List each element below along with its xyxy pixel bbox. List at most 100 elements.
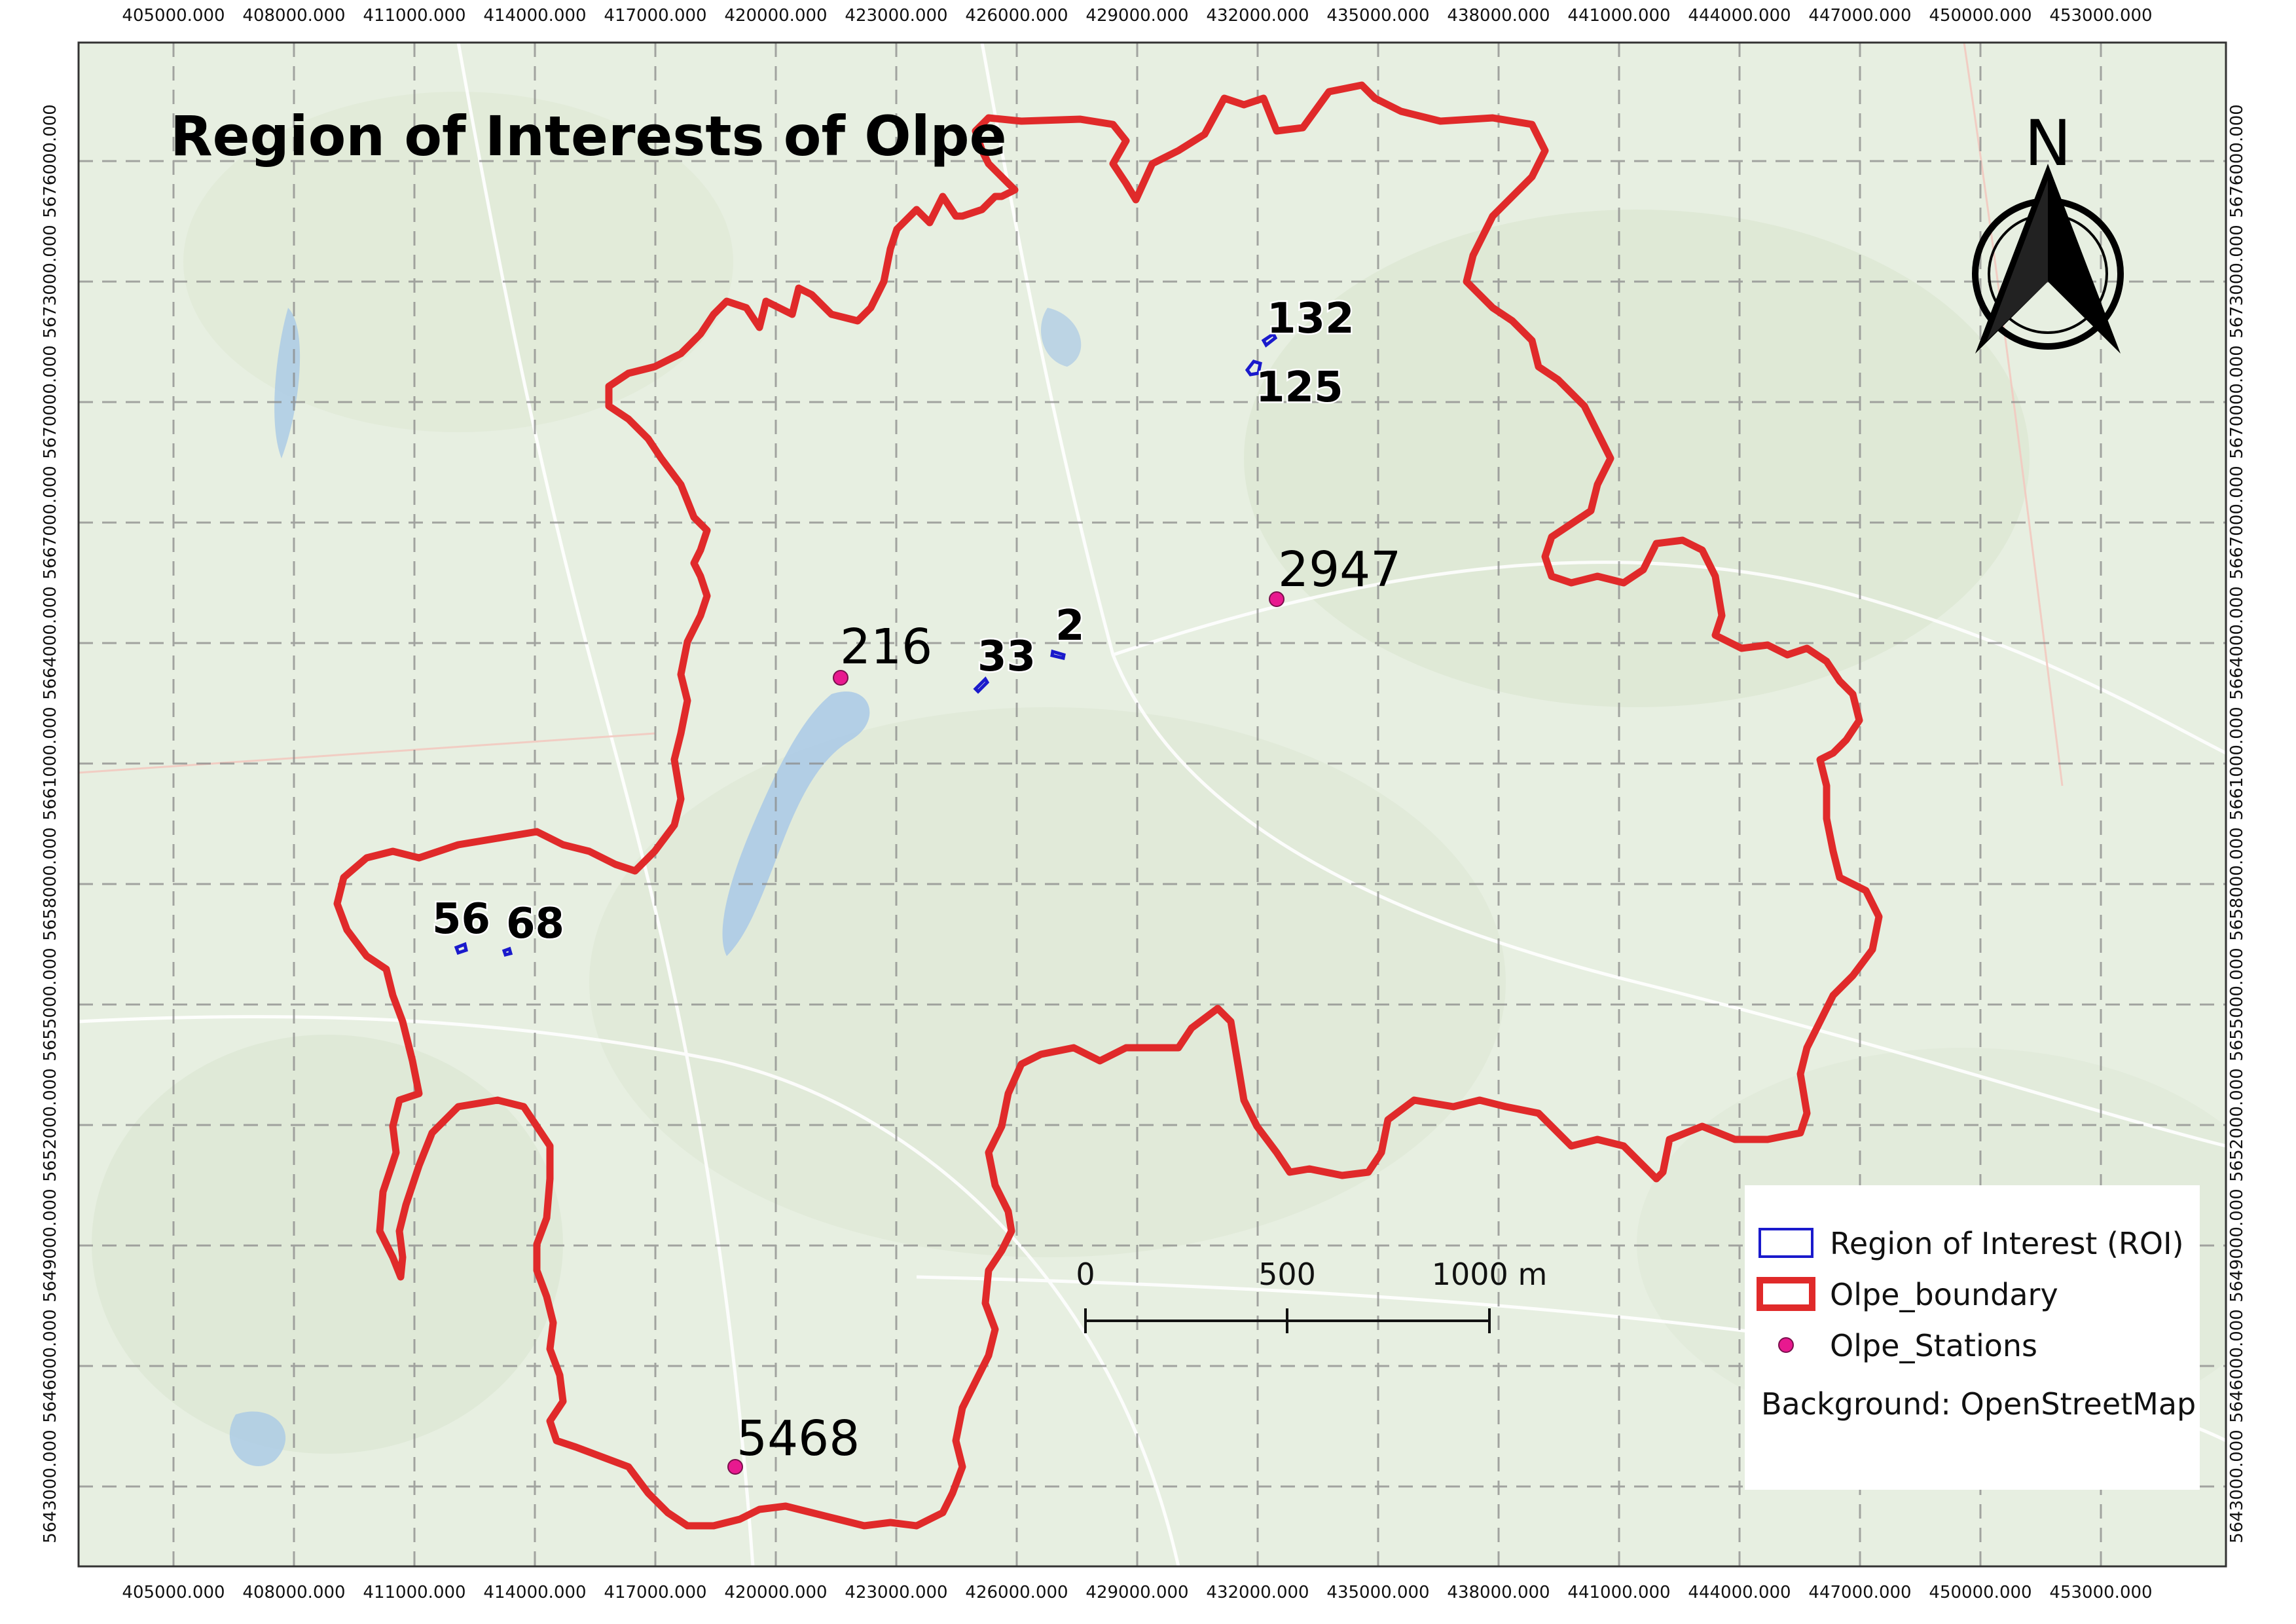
- y-tick-label: 5673000.000: [2227, 225, 2247, 339]
- y-axis-right: 5643000.000 5646000.000 5649000.000 5652…: [2227, 104, 2247, 1543]
- roi-label-68: 68: [506, 900, 564, 948]
- scale-label: 1000 m: [1432, 1257, 1548, 1292]
- y-tick-label: 5649000.000: [41, 1189, 60, 1302]
- y-tick-label: 5673000.000: [41, 225, 60, 339]
- roi-label-56: 56: [432, 895, 490, 944]
- y-tick-label: 5649000.000: [2227, 1189, 2247, 1302]
- roi-label-2: 2: [1055, 602, 1085, 650]
- x-tick-label: 426000.000: [965, 6, 1068, 26]
- legend-stations-label: Olpe_Stations: [1830, 1328, 2037, 1363]
- x-tick-label: 417000.000: [604, 6, 706, 26]
- y-tick-label: 5655000.000: [2227, 948, 2247, 1061]
- x-tick-label: 429000.000: [1085, 6, 1188, 26]
- x-tick-label: 444000.000: [1688, 6, 1791, 26]
- y-tick-label: 5658000.000: [2227, 827, 2247, 941]
- roi-label-125: 125: [1256, 363, 1343, 412]
- x-tick-label: 414000.000: [483, 1583, 586, 1602]
- y-tick-label: 5646000.000: [2227, 1309, 2247, 1423]
- roi-68: [501, 946, 513, 957]
- x-tick-label: 414000.000: [483, 6, 586, 26]
- x-tick-label: 420000.000: [724, 1583, 827, 1602]
- olpe-boundary: [333, 81, 1883, 1530]
- x-tick-label: 444000.000: [1688, 1583, 1791, 1602]
- y-tick-label: 5661000.000: [2227, 707, 2247, 821]
- y-tick-label: 5670000.000: [41, 345, 60, 459]
- x-tick-label: 426000.000: [965, 1583, 1068, 1602]
- lake-shape: [722, 692, 870, 956]
- x-tick-label: 450000.000: [1929, 6, 2032, 26]
- x-tick-label: 441000.000: [1567, 6, 1670, 26]
- station-label: 5468: [737, 1411, 860, 1467]
- roi-33: [973, 676, 990, 694]
- stations: [727, 591, 1285, 1475]
- y-tick-label: 5658000.000: [41, 827, 60, 941]
- x-tick-label: 411000.000: [363, 6, 465, 26]
- x-tick-label: 423000.000: [845, 6, 947, 26]
- x-tick-label: 432000.000: [1206, 1583, 1309, 1602]
- graticule: [79, 43, 2226, 1566]
- x-tick-label: 411000.000: [363, 1583, 465, 1602]
- scale-bar: 0 500 1000 m: [1076, 1257, 1547, 1333]
- x-tick-label: 417000.000: [604, 1583, 706, 1602]
- roi-56: [454, 942, 468, 955]
- roi-label-132: 132: [1267, 295, 1355, 343]
- x-tick-label: 438000.000: [1447, 6, 1550, 26]
- legend-boundary-label: Olpe_boundary: [1830, 1277, 2058, 1312]
- roi-features: [454, 331, 1278, 957]
- x-tick-label: 447000.000: [1808, 1583, 1911, 1602]
- y-tick-label: 5676000.000: [2227, 104, 2247, 218]
- y-tick-label: 5643000.000: [2227, 1430, 2247, 1543]
- x-tick-label: 423000.000: [845, 1583, 947, 1602]
- x-tick-label: 453000.000: [2049, 6, 2152, 26]
- x-tick-label: 432000.000: [1206, 6, 1309, 26]
- x-tick-label: 405000.000: [122, 6, 225, 26]
- y-tick-label: 5655000.000: [41, 948, 60, 1061]
- y-tick-label: 5652000.000: [2227, 1068, 2247, 1182]
- y-tick-label: 5646000.000: [41, 1309, 60, 1423]
- map-frame: [77, 41, 2227, 1568]
- roi-125: [1245, 360, 1262, 377]
- station-marker: [727, 1459, 743, 1475]
- legend-roi-label: Region of Interest (ROI): [1830, 1226, 2184, 1261]
- north-arrow-icon: [1972, 164, 2124, 354]
- y-tick-label: 5667000.000: [41, 466, 60, 580]
- y-tick-label: 5664000.000: [2227, 586, 2247, 700]
- north-label: N: [2024, 107, 2071, 180]
- x-tick-label: 408000.000: [242, 1583, 345, 1602]
- legend-station-swatch: [1778, 1337, 1794, 1353]
- y-tick-label: 5670000.000: [2227, 345, 2247, 459]
- legend-boundary-swatch: [1757, 1277, 1815, 1311]
- station-label: 2947: [1278, 542, 1401, 598]
- x-axis-bottom: 405000.000 408000.000 411000.000 414000.…: [122, 1583, 2152, 1602]
- x-tick-label: 405000.000: [122, 1583, 225, 1602]
- roi-2: [1050, 649, 1066, 661]
- x-tick-label: 453000.000: [2049, 1583, 2152, 1602]
- station-marker: [1269, 591, 1285, 607]
- y-tick-label: 5643000.000: [41, 1430, 60, 1543]
- y-tick-label: 5676000.000: [41, 104, 60, 218]
- map-title: Region of Interests of Olpe: [170, 104, 1007, 168]
- legend: Region of Interest (ROI) Olpe_boundary O…: [1745, 1185, 2200, 1490]
- x-tick-label: 420000.000: [724, 6, 827, 26]
- station-label: 216: [840, 619, 932, 675]
- basemap: [79, 43, 2226, 1566]
- x-tick-label: 408000.000: [242, 6, 345, 26]
- x-tick-label: 435000.000: [1326, 6, 1429, 26]
- y-tick-label: 5664000.000: [41, 586, 60, 700]
- x-tick-label: 435000.000: [1326, 1583, 1429, 1602]
- roi-label-33: 33: [977, 633, 1036, 681]
- y-tick-label: 5667000.000: [2227, 466, 2247, 580]
- scale-label: 500: [1258, 1257, 1316, 1292]
- y-axis-left: 5643000.000 5646000.000 5649000.000 5652…: [41, 104, 60, 1543]
- x-tick-label: 429000.000: [1085, 1583, 1188, 1602]
- legend-roi-swatch: [1758, 1228, 1813, 1258]
- x-axis-top: 405000.000 408000.000 411000.000 414000.…: [122, 6, 2152, 26]
- x-tick-label: 447000.000: [1808, 6, 1911, 26]
- x-tick-label: 441000.000: [1567, 1583, 1670, 1602]
- scale-label: 0: [1076, 1257, 1095, 1292]
- legend-background-label: Background: OpenStreetMap: [1761, 1386, 2196, 1422]
- y-tick-label: 5661000.000: [41, 707, 60, 821]
- roi-132: [1261, 331, 1278, 348]
- x-tick-label: 450000.000: [1929, 1583, 2032, 1602]
